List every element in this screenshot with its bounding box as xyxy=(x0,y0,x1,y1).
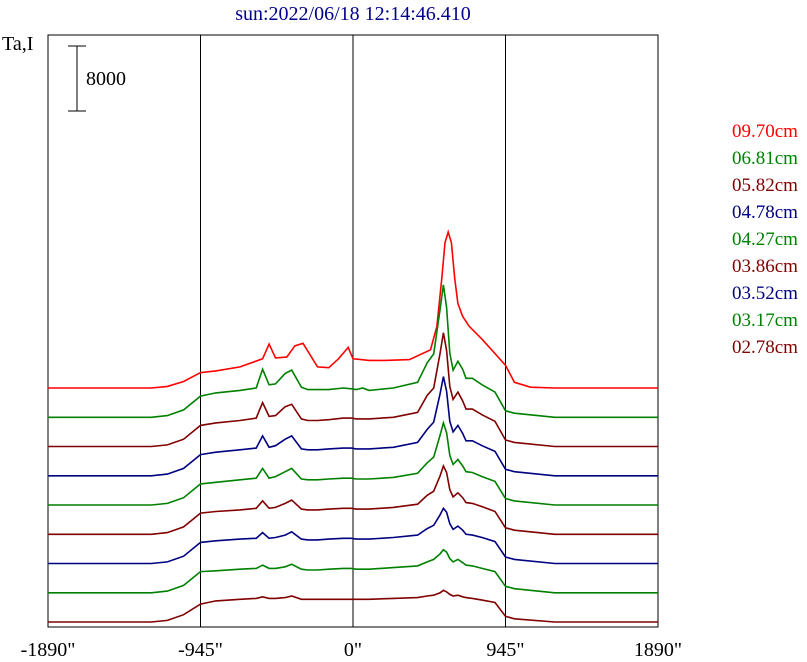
x-tick-label-1: -945" xyxy=(178,639,223,661)
legend-entry-04.27cm: 04.27cm xyxy=(732,229,798,250)
legend-entry-09.70cm: 09.70cm xyxy=(732,121,798,142)
series-line-09.70cm xyxy=(48,229,658,389)
legend-entry-05.82cm: 05.82cm xyxy=(732,175,798,196)
scale-bar-label: 8000 xyxy=(86,68,126,90)
chart-title: sun:2022/06/18 12:14:46.410 xyxy=(235,3,471,25)
legend-entry-04.78cm: 04.78cm xyxy=(732,202,798,223)
legend-entry-02.78cm: 02.78cm xyxy=(732,337,798,358)
x-tick-labels: -1890" -945" 0" 945" 1890" xyxy=(21,639,683,661)
legend-entry-03.52cm: 03.52cm xyxy=(732,283,798,304)
legend-entry-03.86cm: 03.86cm xyxy=(732,256,798,277)
x-tick-label-3: 945" xyxy=(486,639,524,661)
x-tick-label-2: 0" xyxy=(344,639,362,661)
legend-entry-03.17cm: 03.17cm xyxy=(732,310,798,331)
series-line-05.82cm xyxy=(48,332,658,448)
series-line-04.27cm xyxy=(48,420,658,506)
series-line-04.78cm xyxy=(48,376,658,477)
x-tick-label-0: -1890" xyxy=(21,639,76,661)
series-line-03.86cm xyxy=(48,463,658,536)
series-line-06.81cm xyxy=(48,284,658,419)
scale-bar: 8000 xyxy=(68,45,126,112)
y-axis-label: Ta,I xyxy=(2,33,33,55)
legend-entry-06.81cm: 06.81cm xyxy=(732,148,798,169)
series-line-03.52cm xyxy=(48,506,658,565)
series-line-02.78cm xyxy=(48,589,658,623)
x-tick-label-4: 1890" xyxy=(634,639,682,661)
series-curves xyxy=(48,229,658,623)
series-line-03.17cm xyxy=(48,548,658,594)
legend: 09.70cm 06.81cm 05.82cm 04.78cm 04.27cm 03.86… xyxy=(732,121,798,358)
